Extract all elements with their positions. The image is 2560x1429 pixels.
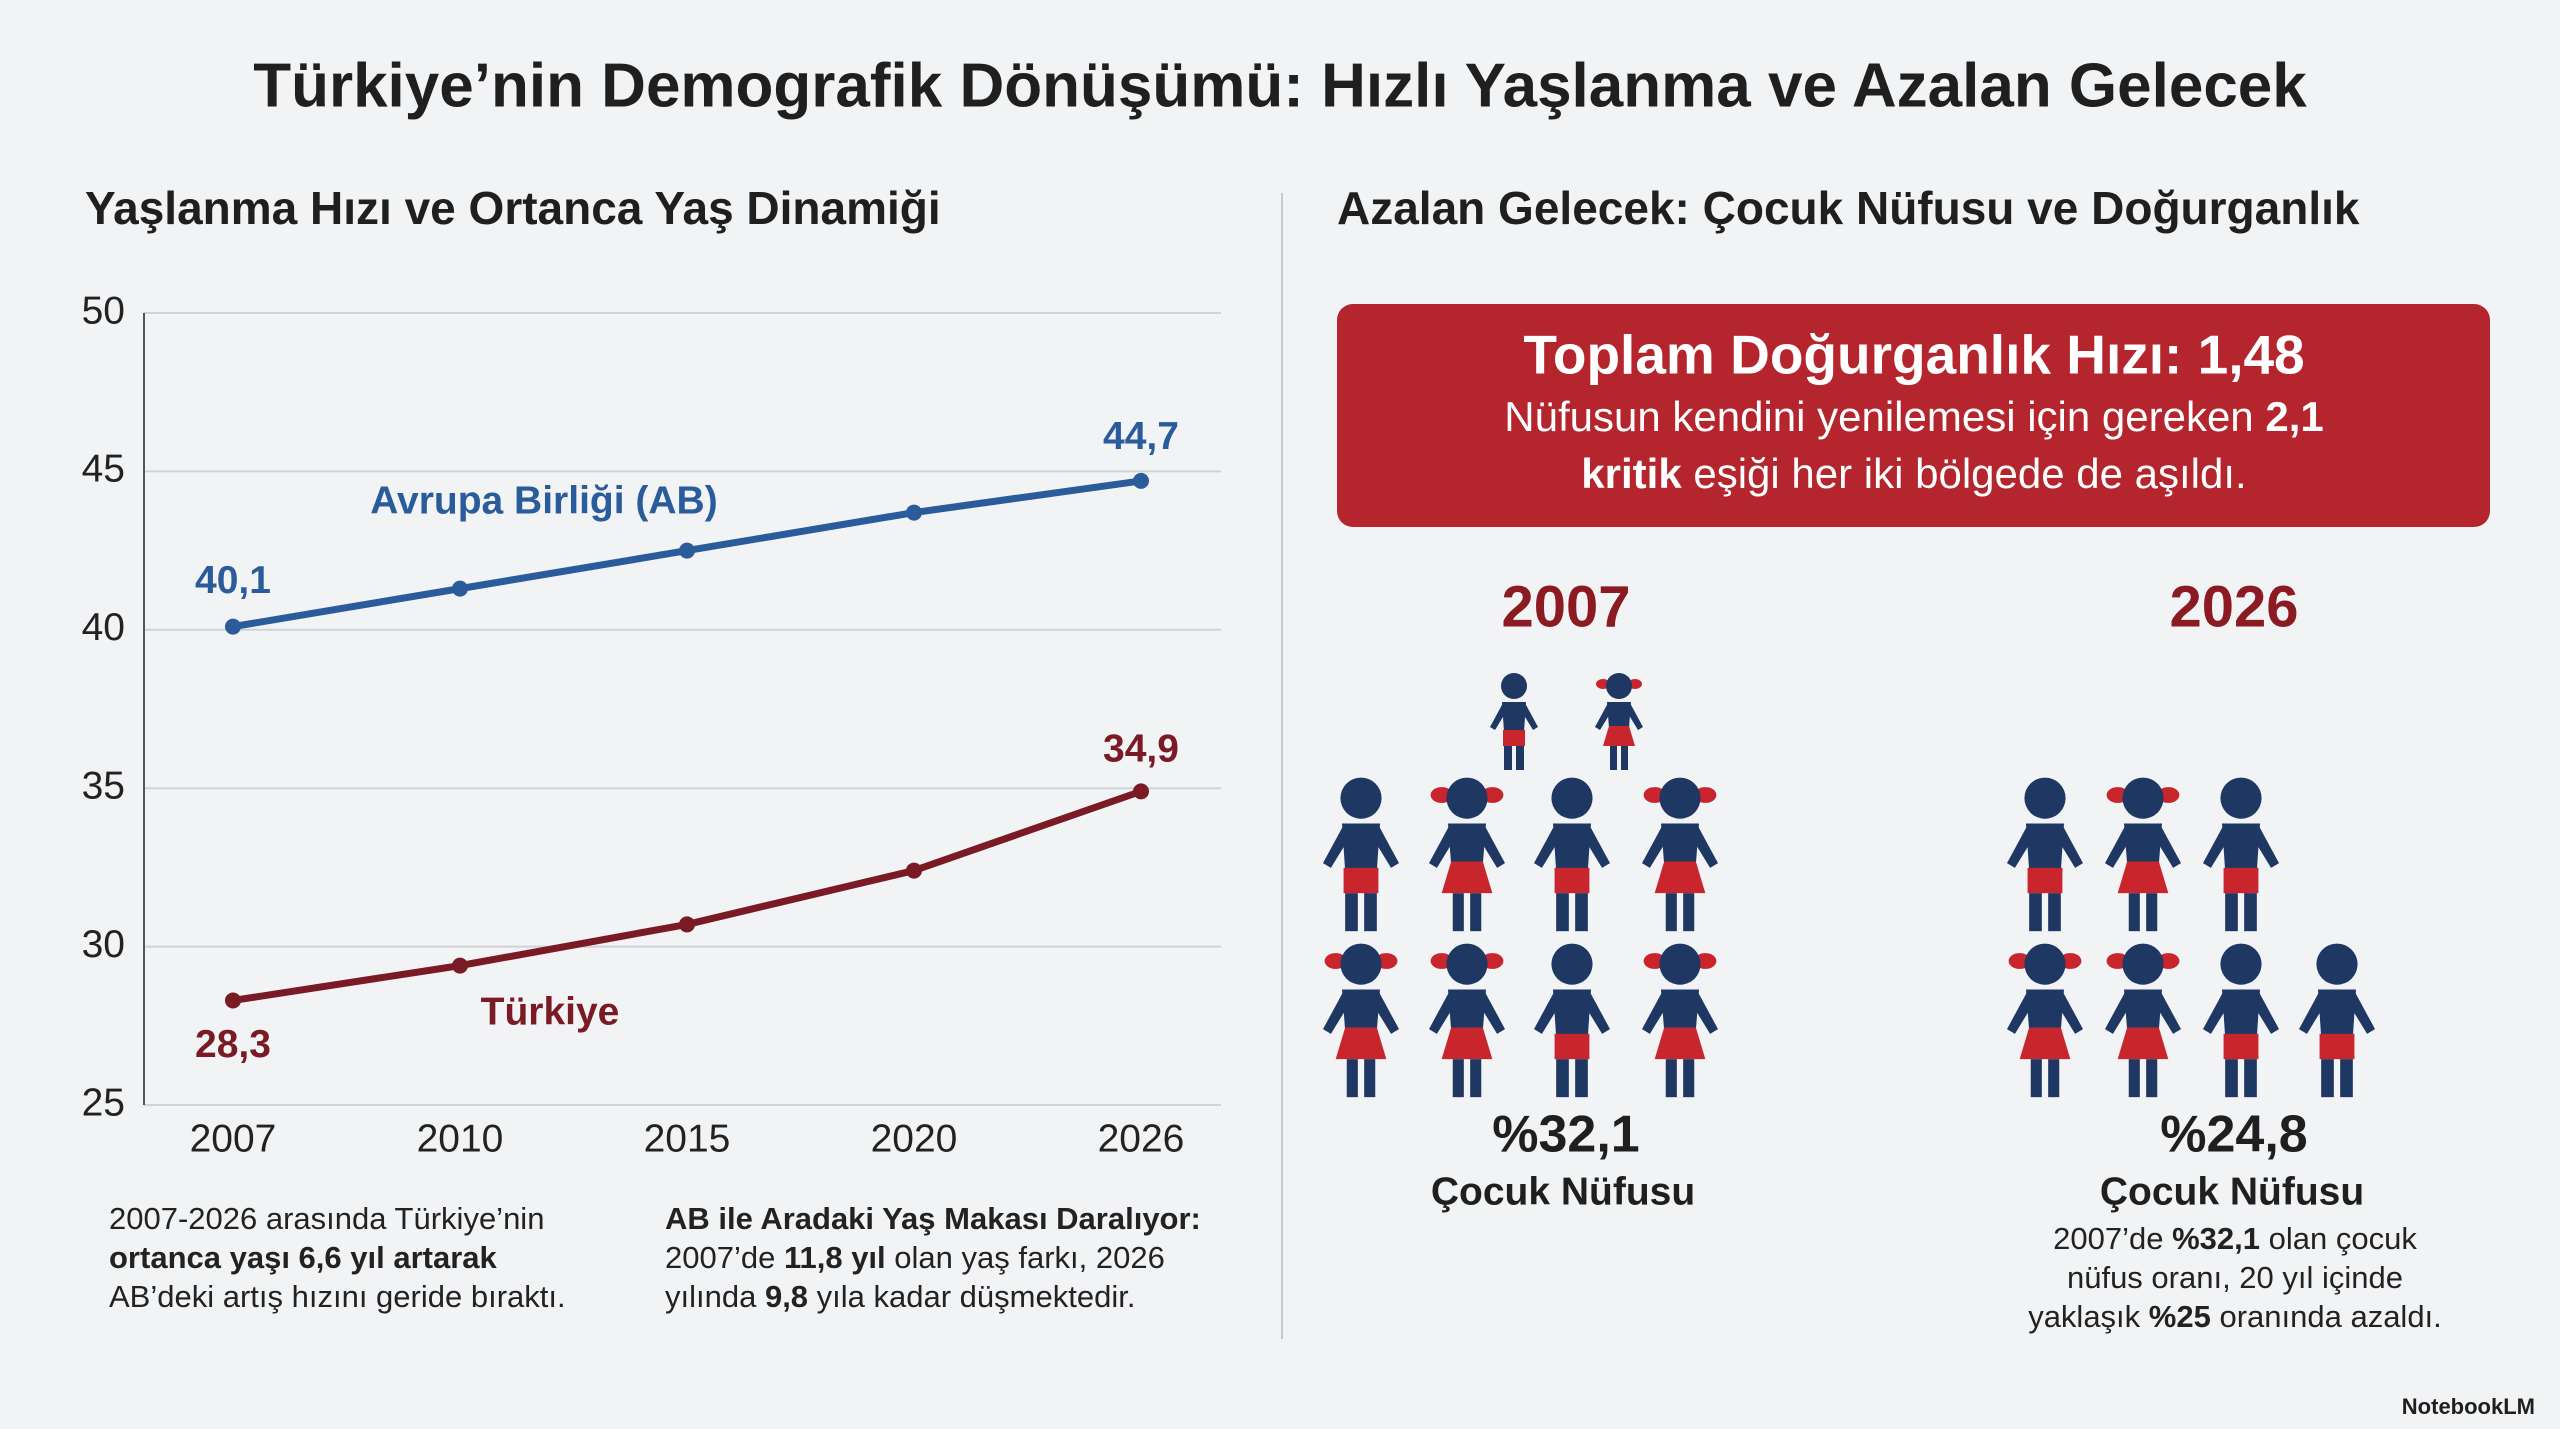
text-run: 2007-2026 arasında Türkiye’nin bbox=[109, 1201, 544, 1236]
group-year: 2026 bbox=[2169, 574, 2298, 639]
text-run: yaklaşık bbox=[2028, 1299, 2149, 1334]
text-line: yaklaşık %25 oranında azaldı. bbox=[2028, 1299, 2442, 1334]
text-run: olan yaş farkı, 2026 bbox=[886, 1240, 1165, 1275]
child-icon bbox=[2203, 777, 2279, 932]
child-icon bbox=[1490, 673, 1538, 770]
child-icon bbox=[2105, 943, 2181, 1098]
series-label: Türkiye bbox=[481, 990, 620, 1033]
data-label: 44,7 bbox=[1103, 415, 1179, 458]
child-icon bbox=[2105, 777, 2181, 932]
text-line: nüfus oranı, 20 yıl içinde bbox=[2067, 1260, 2403, 1295]
banner-title: Toplam Doğurganlık Hızı: 1,48 bbox=[1523, 324, 2304, 386]
x-tick-label: 2015 bbox=[644, 1117, 731, 1160]
child-icon bbox=[1534, 943, 1610, 1098]
y-tick-label: 25 bbox=[82, 1081, 125, 1124]
group-year: 2007 bbox=[1501, 574, 1630, 639]
point bbox=[225, 992, 241, 1009]
text-run: Nüfusun kendini yenilemesi için gereken bbox=[1504, 393, 2265, 440]
brand: NotebookLM bbox=[2402, 1394, 2535, 1419]
y-tick-label: 35 bbox=[82, 764, 125, 807]
bold-text: AB ile Aradaki Yaş Makası Daralıyor: bbox=[665, 1201, 1201, 1236]
bold-text: %32,1 bbox=[2172, 1221, 2260, 1256]
child-icon bbox=[1323, 943, 1399, 1098]
x-tick-label: 2010 bbox=[417, 1117, 504, 1160]
x-tick-label: 2020 bbox=[871, 1117, 958, 1160]
group-percent: %24,8 bbox=[2160, 1106, 2307, 1164]
y-tick-label: 45 bbox=[82, 448, 125, 491]
text-run: nüfus oranı, 20 yıl içinde bbox=[2067, 1260, 2403, 1295]
y-tick-label: 30 bbox=[82, 923, 125, 966]
bold-text: 9,8 bbox=[765, 1279, 808, 1314]
text-line: 2007’de 11,8 yıl olan yaş farkı, 2026 bbox=[665, 1240, 1165, 1275]
child-icon bbox=[2299, 943, 2375, 1098]
text-line: 2007’de %32,1 olan çocuk bbox=[2053, 1221, 2417, 1256]
child-icon bbox=[1642, 943, 1718, 1098]
data-label: 40,1 bbox=[195, 559, 271, 602]
text-line: Nüfusun kendini yenilemesi için gereken … bbox=[1504, 393, 2323, 440]
bold-text: kritik bbox=[1581, 450, 1682, 497]
point bbox=[1133, 472, 1149, 489]
text-line: ortanca yaşı 6,6 yıl artarak bbox=[109, 1240, 498, 1275]
text-line: AB ile Aradaki Yaş Makası Daralıyor: bbox=[665, 1201, 1201, 1236]
child-icon bbox=[1323, 777, 1399, 932]
y-tick-label: 50 bbox=[82, 289, 125, 332]
bold-text: 11,8 yıl bbox=[784, 1240, 886, 1275]
child-icon bbox=[2203, 943, 2279, 1098]
x-tick-label: 2007 bbox=[190, 1117, 277, 1160]
text-run: yıla kadar düşmektedir. bbox=[808, 1279, 1135, 1314]
group-label: Çocuk Nüfusu bbox=[1431, 1170, 1695, 1213]
page-title: Türkiye’nin Demografik Dönüşümü: Hızlı Y… bbox=[253, 51, 2307, 120]
series-line bbox=[232, 788, 1143, 1004]
data-label: 28,3 bbox=[195, 1023, 271, 1066]
text-run: eşiği her iki bölgede de aşıldı. bbox=[1682, 450, 2247, 497]
bold-text: 2,1 bbox=[2265, 393, 2323, 440]
point bbox=[679, 916, 695, 933]
text-run: AB’deki artış hızını geride bıraktı. bbox=[109, 1279, 566, 1314]
child-icon bbox=[2007, 943, 2083, 1098]
text-run: oranında azaldı. bbox=[2211, 1299, 2442, 1334]
child-icon bbox=[1595, 673, 1643, 770]
group-label: Çocuk Nüfusu bbox=[2100, 1170, 2364, 1213]
point bbox=[906, 504, 922, 521]
bold-text: %25 bbox=[2149, 1299, 2211, 1334]
text-line: 2007-2026 arasında Türkiye’nin bbox=[109, 1201, 544, 1236]
point bbox=[906, 862, 922, 879]
text-run: 2007’de bbox=[2053, 1221, 2172, 1256]
data-label: 34,9 bbox=[1103, 728, 1179, 771]
panel-title: Azalan Gelecek: Çocuk Nüfusu ve Doğurgan… bbox=[1337, 182, 2360, 234]
point bbox=[452, 580, 468, 597]
point bbox=[225, 618, 241, 635]
text-line: yılında 9,8 yıla kadar düşmektedir. bbox=[665, 1279, 1135, 1314]
text-run: yılında bbox=[665, 1279, 765, 1314]
x-tick-label: 2026 bbox=[1098, 1117, 1185, 1160]
child-icon bbox=[1534, 777, 1610, 932]
text-run: 2007’de bbox=[665, 1240, 784, 1275]
text-line: AB’deki artış hızını geride bıraktı. bbox=[109, 1279, 566, 1314]
banner bbox=[1337, 304, 2490, 527]
bold-text: ortanca yaşı 6,6 yıl artarak bbox=[109, 1240, 498, 1275]
point bbox=[679, 542, 695, 559]
child-icon bbox=[1642, 777, 1718, 932]
text-line: kritik eşiği her iki bölgede de aşıldı. bbox=[1581, 450, 2246, 497]
text-run: olan çocuk bbox=[2260, 1221, 2417, 1256]
y-tick-label: 40 bbox=[82, 606, 125, 649]
point bbox=[1133, 783, 1149, 800]
series-label: Avrupa Birliği (AB) bbox=[370, 479, 717, 522]
point bbox=[452, 957, 468, 974]
child-icon bbox=[1429, 943, 1505, 1098]
chart-title: Yaşlanma Hızı ve Ortanca Yaş Dinamiği bbox=[85, 182, 941, 234]
child-icon bbox=[1429, 777, 1505, 932]
child-icon bbox=[2007, 777, 2083, 932]
group-percent: %32,1 bbox=[1492, 1106, 1639, 1164]
